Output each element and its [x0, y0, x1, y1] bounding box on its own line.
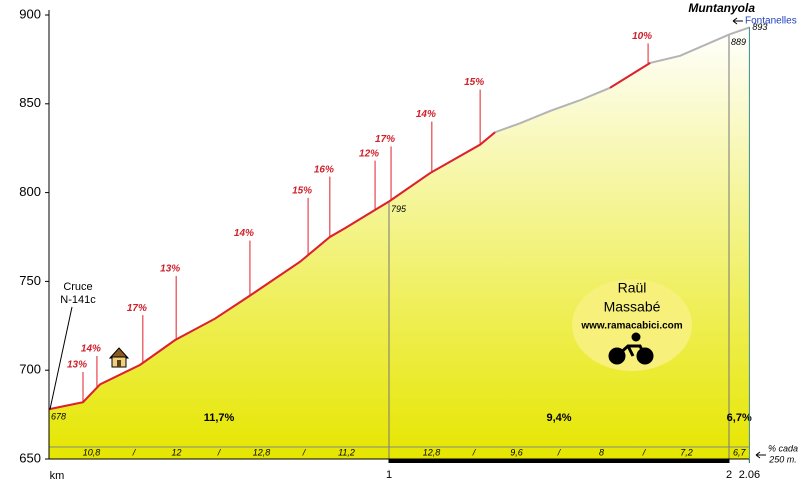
strip-label: 11,2 — [338, 447, 355, 457]
road-bar — [389, 459, 729, 463]
strip-separator: / — [302, 447, 307, 457]
arrow — [732, 17, 743, 25]
strip-label: 8 — [599, 447, 604, 457]
gradient-label: 10% — [632, 31, 652, 42]
strip-separator: / — [472, 447, 477, 457]
y-tick-label: 700 — [19, 362, 41, 377]
bike-icon — [608, 332, 654, 365]
gradient-label: 14% — [416, 109, 436, 120]
gradient-label: 12% — [359, 148, 379, 159]
logo: Raül Massabé www.ramacabici.com — [572, 279, 692, 371]
x-tick-label: 2.06 — [739, 469, 760, 481]
y-tick-label: 750 — [19, 273, 41, 288]
gradient-label: 16% — [314, 164, 334, 175]
strip-separator: / — [132, 447, 137, 457]
gradient-label: 17% — [127, 303, 147, 314]
gradient-label: 14% — [234, 228, 254, 239]
section-average: 9,4% — [546, 412, 571, 424]
logo-badge — [572, 279, 692, 371]
note: N-141c — [60, 294, 96, 306]
y-tick-label: 800 — [19, 184, 41, 199]
strip-caption: % cada — [768, 443, 798, 453]
strip-separator: / — [557, 447, 562, 457]
y-tick-label: 650 — [19, 450, 41, 465]
section-average: 6,7% — [727, 412, 752, 424]
gradient-label: 15% — [464, 77, 484, 88]
strip-separator: / — [642, 447, 647, 457]
steep-section — [48, 131, 496, 411]
steep-section — [609, 62, 651, 89]
gradient-label: 15% — [292, 186, 312, 197]
strip-label: 10,8 — [83, 447, 101, 457]
logo-url: www.ramacabici.com — [580, 321, 682, 332]
gradient-label: 13% — [67, 360, 87, 371]
logo-name: Massabé — [604, 299, 661, 315]
strip-label: 9,6 — [510, 447, 523, 457]
elevation-label: 678 — [51, 412, 66, 422]
strip-caption: 250 m. — [768, 454, 797, 464]
gradient-label: 17% — [375, 134, 395, 145]
house-icon — [108, 347, 130, 368]
strip-label: 12 — [171, 447, 181, 457]
x-axis-label: km — [50, 470, 65, 482]
strip-label: 7,2 — [680, 447, 693, 457]
subtitle: Fontanelles — [745, 16, 797, 27]
gradient-label: 13% — [160, 264, 180, 275]
section-average: 11,7% — [204, 412, 235, 424]
x-tick-label: 1 — [386, 469, 392, 481]
strip-label: 6,7 — [733, 447, 747, 457]
elevation-label: 889 — [731, 37, 746, 47]
strip-separator: / — [217, 447, 222, 457]
note: Cruce — [63, 281, 92, 293]
chart-title: Muntanyola — [688, 1, 755, 15]
profile-area — [49, 27, 750, 459]
x-tick-label: 2 — [726, 469, 732, 481]
y-tick-label: 900 — [19, 6, 41, 21]
note-leader — [49, 306, 73, 410]
elevation-label: 893 — [752, 22, 767, 32]
arrow — [755, 451, 766, 459]
strip-label: 12,8 — [423, 447, 441, 457]
strip-label: 12,8 — [253, 447, 271, 457]
logo-name: Raül — [618, 280, 647, 296]
gradient-label: 14% — [81, 344, 101, 355]
elevation-label: 795 — [391, 204, 407, 214]
y-tick-label: 850 — [19, 95, 41, 110]
